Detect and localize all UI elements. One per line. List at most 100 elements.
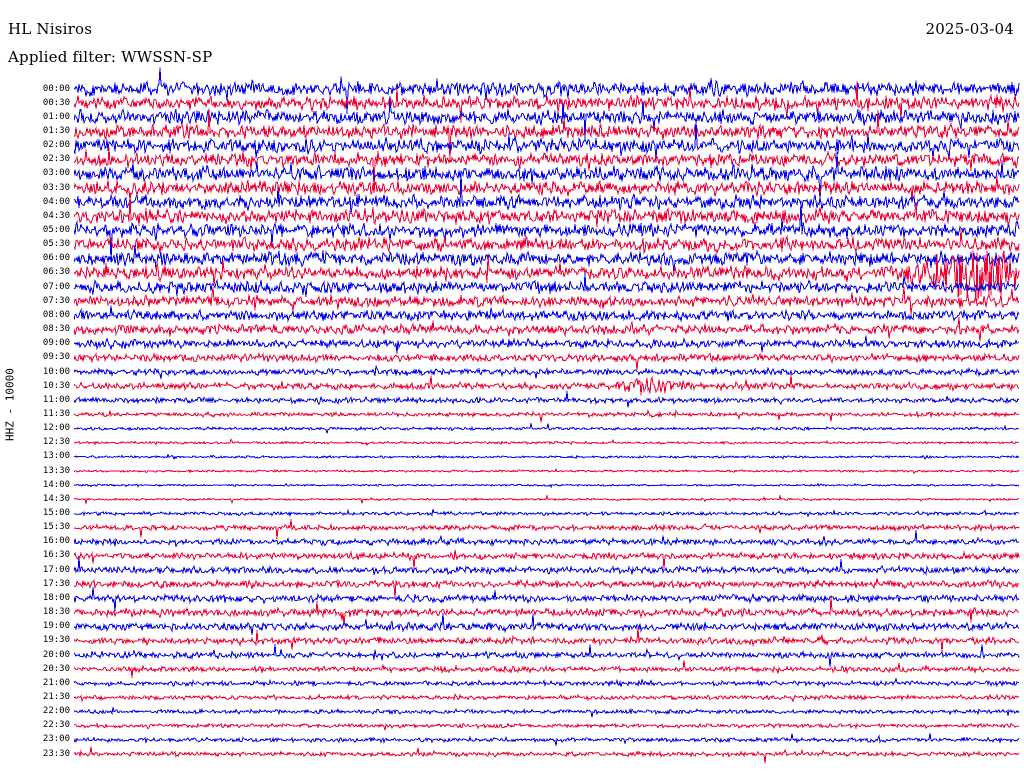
time-axis: 00:00 00:30 01:00 01:30 02:00 02:30 03:00 03:30… (0, 80, 74, 780)
time-tick-label: 12:00 (42, 423, 70, 434)
time-tick-label: 08:00 (42, 309, 70, 320)
trace-row (74, 722, 1020, 731)
time-tick-label: 21:00 (42, 677, 70, 688)
trace-row (74, 244, 1020, 275)
trace-row (74, 557, 1020, 576)
trace-row (74, 519, 1020, 539)
trace-row (74, 644, 1020, 668)
time-tick-label: 19:30 (42, 635, 70, 646)
trace-row (74, 286, 1020, 316)
time-tick-label: 13:00 (42, 451, 70, 462)
time-tick-label: 16:00 (42, 536, 70, 547)
trace-row (74, 613, 1020, 636)
time-tick-label: 16:30 (42, 550, 70, 561)
time-tick-label: 02:00 (42, 140, 70, 151)
seismogram-traces (74, 67, 1020, 764)
trace-row (74, 438, 1020, 447)
trace-row (74, 390, 1020, 408)
trace-row (74, 228, 1020, 255)
time-tick-label: 08:30 (42, 324, 70, 335)
trace-row (74, 660, 1020, 678)
time-tick-label: 11:30 (42, 408, 70, 419)
time-tick-label: 19:00 (42, 621, 70, 632)
time-tick-label: 03:30 (42, 182, 70, 193)
time-tick-label: 07:00 (42, 281, 70, 292)
time-tick-label: 06:00 (42, 253, 70, 264)
time-tick-label: 10:00 (42, 366, 70, 377)
time-tick-label: 07:30 (42, 295, 70, 306)
time-tick-label: 01:00 (42, 111, 70, 122)
trace-row (74, 423, 1020, 434)
time-tick-label: 18:30 (42, 607, 70, 618)
time-tick-label: 14:00 (42, 479, 70, 490)
trace-row (74, 409, 1020, 423)
time-tick-label: 12:30 (42, 437, 70, 448)
time-tick-label: 15:00 (42, 508, 70, 518)
trace-row (74, 176, 1020, 203)
trace-row (74, 118, 1020, 163)
trace-row (74, 250, 1020, 302)
filter-label: Applied filter: WWSSN-SP (8, 48, 213, 66)
trace-row (74, 530, 1020, 548)
time-tick-label: 20:30 (42, 663, 70, 674)
trace-row (74, 577, 1020, 599)
trace-row (74, 151, 1020, 203)
time-tick-label: 01:30 (42, 125, 70, 136)
trace-row (74, 192, 1020, 228)
date-label: 2025-03-04 (925, 20, 1014, 38)
trace-row (74, 453, 1020, 461)
time-tick-label: 23:00 (42, 734, 70, 745)
trace-row (74, 81, 1020, 123)
time-tick-label: 04:30 (42, 210, 70, 221)
time-tick-label: 15:30 (42, 522, 70, 533)
time-tick-label: 22:30 (42, 720, 70, 731)
time-tick-label: 11:00 (42, 394, 70, 405)
trace-row (74, 351, 1020, 371)
time-tick-label: 03:00 (42, 168, 70, 179)
trace-row (74, 677, 1020, 689)
time-tick-label: 09:00 (42, 338, 70, 349)
trace-row (74, 316, 1020, 342)
trace-row (74, 746, 1020, 764)
trace-row (74, 365, 1020, 380)
trace-row (74, 596, 1020, 626)
trace-row (74, 493, 1020, 505)
trace-row (74, 108, 1020, 162)
time-tick-label: 09:30 (42, 352, 70, 363)
time-tick-label: 05:30 (42, 239, 70, 250)
trace-row (74, 467, 1020, 475)
trace-row (74, 305, 1020, 323)
time-tick-label: 14:30 (42, 493, 70, 504)
time-tick-label: 20:00 (42, 649, 70, 660)
seismogram-trace-area (74, 40, 1020, 778)
trace-row (74, 200, 1020, 262)
time-tick-label: 17:30 (42, 578, 70, 589)
trace-row (74, 586, 1020, 612)
page-title: HL Nisiros (8, 20, 93, 38)
trace-row (74, 549, 1020, 569)
trace-row (74, 67, 1020, 115)
trace-row (74, 508, 1020, 518)
trace-row (74, 707, 1020, 718)
time-tick-label: 23:30 (42, 748, 70, 759)
trace-row (74, 335, 1020, 354)
time-tick-label: 22:00 (42, 706, 70, 717)
time-tick-label: 17:00 (42, 564, 70, 575)
time-tick-label: 10:30 (42, 380, 70, 391)
trace-row (74, 482, 1020, 489)
trace-row (74, 693, 1020, 703)
trace-row (74, 627, 1020, 653)
trace-row (74, 147, 1020, 190)
time-tick-label: 04:00 (42, 196, 70, 207)
time-tick-label: 00:00 (42, 83, 70, 94)
time-tick-label: 05:00 (42, 225, 70, 235)
time-tick-label: 21:30 (42, 691, 70, 702)
time-tick-label: 18:00 (42, 592, 70, 603)
trace-row (74, 374, 1020, 396)
trace-row (74, 97, 1020, 141)
time-tick-label: 00:30 (42, 97, 70, 108)
time-tick-label: 13:30 (42, 465, 70, 476)
trace-row (74, 733, 1020, 746)
trace-row (74, 272, 1020, 297)
